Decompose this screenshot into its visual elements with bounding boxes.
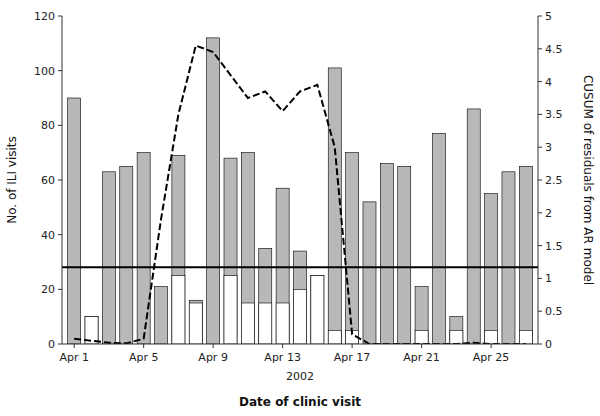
year-label: 2002 [286, 370, 314, 383]
bar [467, 109, 480, 344]
x-tick-label: Apr 25 [473, 351, 510, 364]
x-tick-label: Apr 13 [264, 351, 301, 364]
y-axis-label: No. of ILI visits [5, 136, 19, 224]
y-tick-label: 80 [41, 119, 55, 132]
bar [519, 166, 532, 344]
bar [293, 289, 306, 344]
bar [519, 330, 532, 344]
bar [189, 303, 202, 344]
y2-tick-label: 4.5 [545, 43, 563, 56]
bar [259, 303, 272, 344]
x-tick-label: Apr 21 [403, 351, 440, 364]
bar [502, 172, 515, 344]
y2-tick [538, 180, 542, 181]
plot-area [62, 38, 538, 344]
bar [172, 155, 185, 344]
bar [415, 330, 428, 344]
bar [207, 38, 220, 344]
bar [328, 68, 341, 344]
y2-tick-label: 0.5 [545, 305, 563, 318]
y2-tick-label: 1.5 [545, 240, 563, 253]
y2-axis-label: CUSUM of residuals from AR model [581, 75, 595, 285]
bar [68, 98, 81, 344]
chart: 0 20 40 60 80 100 120 0 0.5 1 1.5 2 2.5 3 3.5 4 4.5 5 Apr … [0, 0, 600, 416]
x-tick [352, 344, 353, 348]
x-tick [213, 344, 214, 348]
x-tick-label: Apr 17 [334, 351, 371, 364]
bar [155, 287, 168, 344]
y-tick [58, 344, 62, 345]
x-axis-label: Date of clinic visit [239, 395, 361, 409]
y2-tick-label: 0 [545, 338, 552, 351]
bar [241, 153, 254, 344]
y2-tick-label: 3.5 [545, 108, 563, 121]
y2-tick-label: 1 [545, 272, 552, 285]
y2-tick [538, 147, 542, 148]
bar [259, 248, 272, 344]
y-tick [58, 16, 62, 17]
bar [415, 287, 428, 344]
cusum-line [74, 46, 526, 344]
bar [276, 303, 289, 344]
bar [224, 276, 237, 344]
y2-tick [538, 245, 542, 246]
bar [137, 153, 150, 344]
x-tick [282, 344, 283, 348]
y-tick-label: 40 [41, 229, 55, 242]
x-tick-label: Apr 5 [129, 351, 159, 364]
y2-tick [538, 311, 542, 312]
x-tick [74, 344, 75, 348]
bar [432, 134, 445, 344]
bar [189, 300, 202, 344]
x-axis-line [62, 344, 538, 345]
bar [293, 251, 306, 344]
bar [172, 276, 185, 344]
y-tick-label: 100 [34, 65, 55, 78]
bar [241, 303, 254, 344]
x-tick-label: Apr 9 [198, 351, 228, 364]
y2-tick [538, 344, 542, 345]
y-tick [58, 234, 62, 235]
bar [276, 188, 289, 344]
bar [346, 153, 359, 344]
bar [311, 276, 324, 344]
x-tick [491, 344, 492, 348]
y2-tick-label: 3 [545, 141, 552, 154]
bar [485, 194, 498, 344]
y-tick [58, 180, 62, 181]
bar [120, 166, 133, 344]
x-tick-label: Apr 1 [59, 351, 89, 364]
bar [450, 317, 463, 344]
y-tick [58, 70, 62, 71]
y-tick-label: 60 [41, 174, 55, 187]
bar [224, 158, 237, 344]
y2-tick [538, 114, 542, 115]
bar [102, 172, 115, 344]
bar [311, 276, 324, 344]
x-tick [143, 344, 144, 348]
bar [363, 202, 376, 344]
y2-tick-label: 4 [545, 76, 552, 89]
y2-tick-label: 5 [545, 10, 552, 23]
bar [485, 330, 498, 344]
y-tick [58, 125, 62, 126]
y2-tick [538, 16, 542, 17]
y2-tick [538, 48, 542, 49]
y-tick-label: 20 [41, 283, 55, 296]
bar [328, 330, 341, 344]
y-tick-label: 0 [48, 338, 55, 351]
y2-tick [538, 212, 542, 213]
y-tick [58, 289, 62, 290]
bar [380, 164, 393, 344]
y2-tick-label: 2 [545, 207, 552, 220]
y2-tick-label: 2.5 [545, 174, 563, 187]
bar [450, 330, 463, 344]
bar [398, 166, 411, 344]
x-tick [421, 344, 422, 348]
y-tick-label: 120 [34, 10, 55, 23]
threshold-line [62, 266, 538, 268]
y2-tick [538, 278, 542, 279]
y2-tick [538, 81, 542, 82]
